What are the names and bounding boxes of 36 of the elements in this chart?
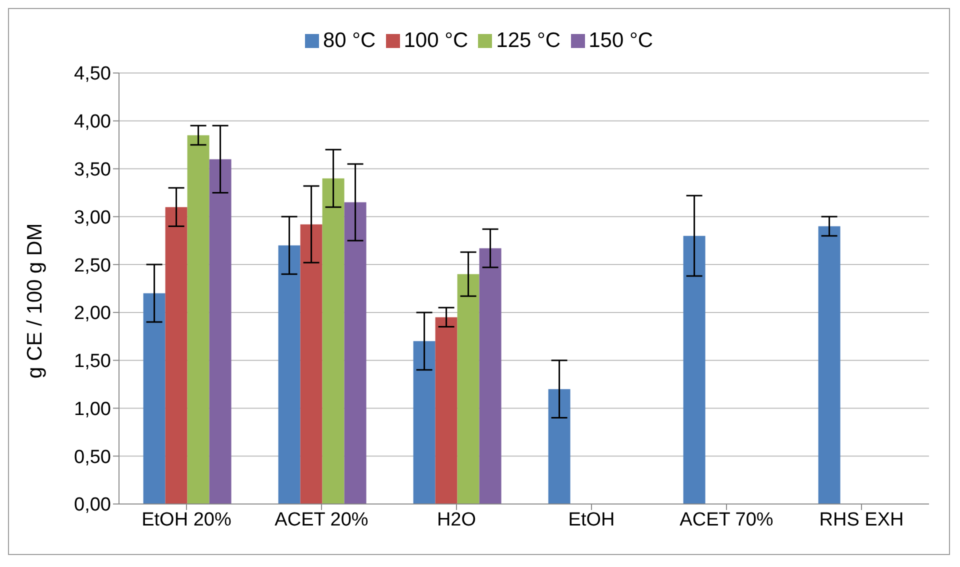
y-tick-label: 0,50 [74,446,111,468]
bar [435,317,458,504]
bar [413,341,436,504]
bar [548,389,570,504]
y-tick-label: 1,00 [74,398,111,420]
bar [344,202,366,504]
y-tick-label: 3,00 [74,207,111,228]
legend-label: 150 °C [588,29,654,52]
x-tick-label: EtOH 20% [142,509,232,530]
y-tick-label: 4,00 [74,112,111,133]
bar [818,226,840,504]
legend-label: 125 °C [496,29,561,52]
x-tick-label: ACET 20% [274,509,368,530]
bar [479,248,502,504]
y-axis-title: g CE / 100 g DM [23,223,46,378]
bar [143,293,166,504]
bar [209,159,232,504]
y-tick-label: 3,50 [74,160,111,181]
legend-label: 80 °C [322,29,376,52]
x-tick-label: ACET 70% [680,509,774,530]
y-tick-label: 0,00 [74,494,111,516]
y-tick-label: 4,50 [74,64,111,85]
bar [187,135,210,504]
y-tick-label: 1,50 [74,351,111,372]
bar [322,178,344,504]
bar [683,236,706,504]
y-tick-label: 2,00 [74,303,111,324]
bar [300,224,322,504]
x-tick-label: EtOH [568,509,615,530]
x-tick-label: H2O [436,509,476,530]
bar [278,245,300,504]
y-tick-label: 2,50 [74,255,111,276]
legend-label: 100 °C [404,29,468,52]
bar [165,207,188,504]
bar [457,274,480,504]
x-tick-label: RHS EXH [819,509,904,530]
